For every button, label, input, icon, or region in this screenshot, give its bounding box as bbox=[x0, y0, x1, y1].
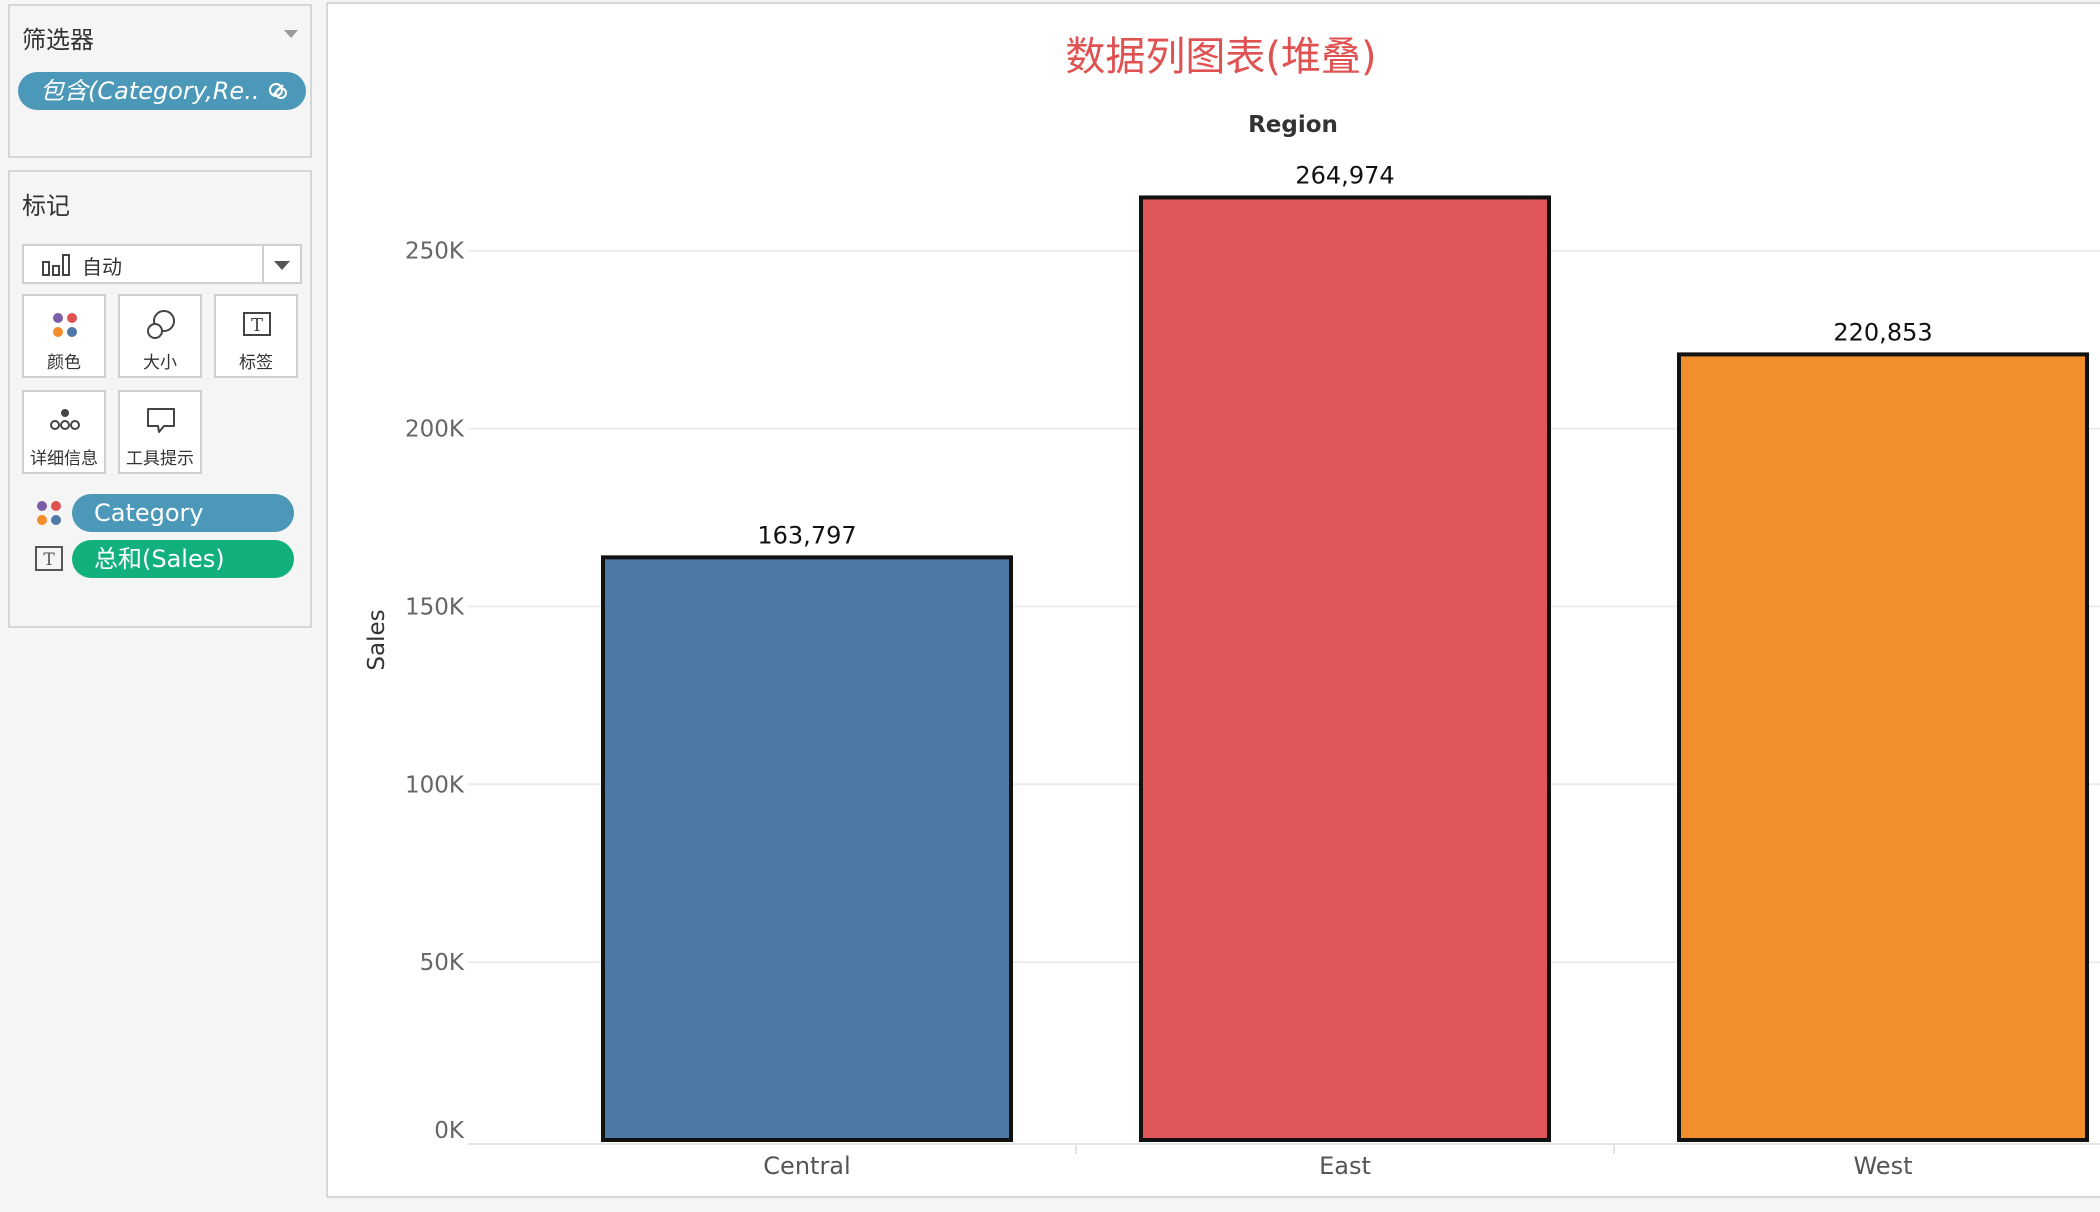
label-button-label: 标签 bbox=[239, 353, 273, 373]
tooltip-bubble-icon bbox=[147, 408, 175, 433]
bar-west[interactable] bbox=[1677, 352, 2089, 1142]
y-tick-label: 100K bbox=[405, 772, 465, 798]
detail-dots-icon bbox=[50, 409, 80, 430]
y-tick-label: 0K bbox=[434, 1118, 465, 1144]
chart-title: 数据列图表(堆叠) bbox=[1065, 34, 1376, 80]
text-label-icon: T bbox=[243, 312, 271, 336]
bar-chart: 数据列图表(堆叠) Region Sales 0K 50K 100K 150K 200K… bbox=[364, 34, 2100, 1180]
value-label: 220,853 bbox=[1833, 318, 1932, 346]
mark-type-label: 自动 bbox=[82, 255, 122, 279]
sales-pill-label: 总和(Sales) bbox=[94, 545, 225, 573]
bar-chart-icon bbox=[42, 254, 70, 276]
marks-card: 标记 自动 颜色 大小 T 标签 bbox=[8, 170, 312, 628]
y-tick-label: 150K bbox=[405, 594, 465, 620]
mark-type-dropdown[interactable]: 自动 bbox=[22, 244, 302, 284]
value-label: 163,797 bbox=[757, 521, 856, 549]
detail-button[interactable]: 详细信息 bbox=[22, 390, 106, 474]
x-category-label: West bbox=[1853, 1152, 1912, 1180]
size-button[interactable]: 大小 bbox=[118, 294, 202, 378]
bars bbox=[601, 195, 2089, 1142]
marks-title: 标记 bbox=[22, 192, 70, 220]
label-button[interactable]: T 标签 bbox=[214, 294, 298, 378]
svg-text:T: T bbox=[43, 550, 55, 570]
color-button-label: 颜色 bbox=[47, 353, 81, 373]
chevron-down-icon[interactable] bbox=[274, 261, 290, 270]
text-label-icon: T bbox=[35, 546, 63, 571]
sales-pill[interactable]: 总和(Sales) bbox=[72, 540, 294, 578]
color-dots-icon bbox=[37, 501, 61, 525]
filter-link-icon bbox=[269, 83, 287, 99]
size-button-label: 大小 bbox=[143, 353, 177, 373]
x-category-label: East bbox=[1319, 1152, 1371, 1180]
filters-title: 筛选器 bbox=[22, 26, 94, 54]
x-axis-categories: Central East West bbox=[763, 1152, 1912, 1180]
bar-central[interactable] bbox=[601, 555, 1013, 1142]
y-tick-label: 200K bbox=[405, 417, 465, 443]
y-axis-ticks: 0K 50K 100K 150K 200K 250K bbox=[405, 239, 465, 1144]
detail-button-label: 详细信息 bbox=[30, 449, 98, 469]
svg-text:T: T bbox=[251, 315, 263, 336]
category-pill-label: Category bbox=[94, 499, 204, 527]
x-category-label: Central bbox=[763, 1152, 850, 1180]
value-label: 264,974 bbox=[1295, 161, 1394, 189]
y-tick-label: 250K bbox=[405, 239, 465, 265]
y-tick-label: 50K bbox=[420, 950, 465, 976]
chart-view: 数据列图表(堆叠) Region Sales 0K 50K 100K 150K 200K… bbox=[326, 2, 2100, 1198]
filters-menu-icon[interactable] bbox=[284, 30, 298, 38]
color-button[interactable]: 颜色 bbox=[22, 294, 106, 378]
color-dots-icon bbox=[53, 313, 77, 337]
value-labels: 163,797 264,974 220,853 bbox=[757, 161, 1932, 549]
tooltip-button-label: 工具提示 bbox=[126, 449, 194, 469]
filters-card: 筛选器 包含(Category,Re.. bbox=[8, 4, 312, 158]
dropdown-separator bbox=[262, 246, 264, 282]
y-axis-label: Sales bbox=[364, 609, 390, 670]
tooltip-button[interactable]: 工具提示 bbox=[118, 390, 202, 474]
filter-pill-label: 包含(Category,Re.. bbox=[40, 77, 260, 105]
column-header: Region bbox=[1248, 112, 1338, 138]
filter-pill[interactable]: 包含(Category,Re.. bbox=[18, 72, 306, 110]
category-pill[interactable]: Category bbox=[72, 494, 294, 532]
bar-east[interactable] bbox=[1139, 195, 1551, 1142]
size-circles-icon bbox=[147, 310, 175, 339]
